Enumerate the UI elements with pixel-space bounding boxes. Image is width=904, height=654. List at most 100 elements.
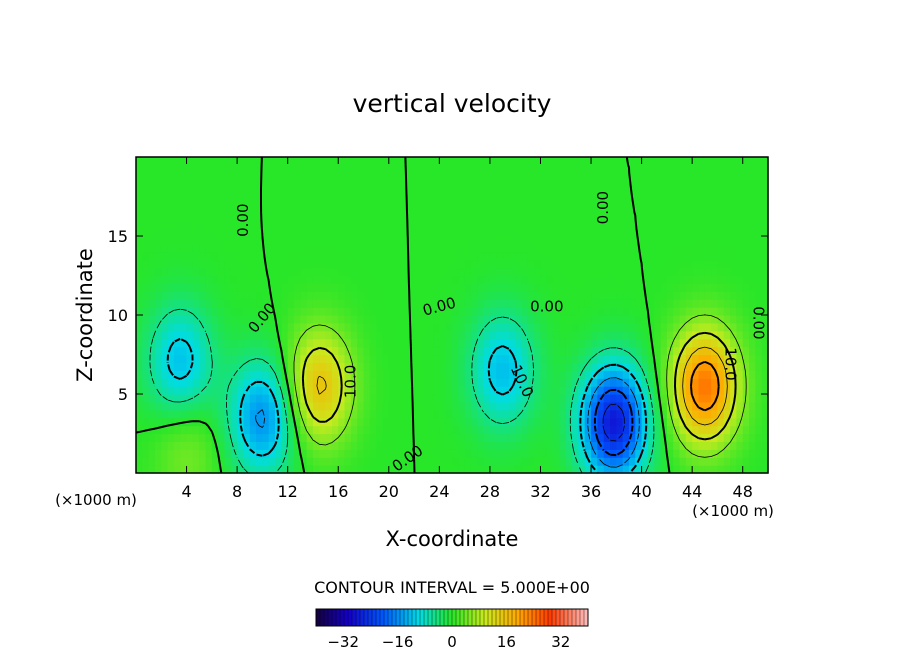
field-cell bbox=[294, 417, 301, 427]
field-cell bbox=[502, 330, 510, 340]
field-cell bbox=[534, 315, 542, 324]
field-cell bbox=[186, 457, 194, 466]
field-cell bbox=[395, 196, 403, 205]
field-cell bbox=[426, 228, 434, 237]
field-cell bbox=[331, 386, 339, 395]
field-cell bbox=[464, 307, 472, 316]
field-cell bbox=[717, 188, 725, 198]
field-cell bbox=[647, 386, 655, 395]
field-cell bbox=[565, 188, 573, 198]
field-cell bbox=[357, 433, 365, 442]
field-cell bbox=[521, 465, 529, 474]
field-cell bbox=[749, 307, 756, 316]
field-cell bbox=[331, 267, 339, 277]
field-cell bbox=[300, 417, 308, 427]
field-cell bbox=[578, 465, 586, 474]
field-cell bbox=[666, 157, 674, 166]
field-cell bbox=[243, 378, 251, 387]
field-cell bbox=[142, 465, 150, 474]
field-cell bbox=[180, 441, 188, 450]
field-cell bbox=[534, 362, 542, 371]
field-cell bbox=[521, 228, 529, 237]
x-tick-label: 36 bbox=[581, 482, 601, 501]
field-cell bbox=[616, 330, 624, 340]
field-cell bbox=[426, 362, 434, 371]
field-cell bbox=[439, 441, 447, 450]
field-cell bbox=[704, 441, 712, 450]
field-cell bbox=[268, 259, 276, 269]
field-cell bbox=[205, 457, 213, 466]
field-cell bbox=[692, 425, 700, 435]
field-cell bbox=[591, 401, 598, 411]
field-cell bbox=[628, 315, 636, 324]
field-cell bbox=[717, 441, 725, 450]
field-cell bbox=[698, 212, 706, 221]
field-cell bbox=[243, 275, 251, 284]
field-cell bbox=[723, 401, 731, 411]
field-cell bbox=[401, 212, 409, 221]
field-cell bbox=[565, 449, 573, 458]
field-cell bbox=[136, 204, 143, 213]
field-cell bbox=[730, 386, 737, 395]
field-cell bbox=[338, 275, 346, 284]
field-cell bbox=[660, 267, 668, 277]
field-cell bbox=[565, 465, 573, 474]
field-cell bbox=[237, 251, 245, 261]
field-cell bbox=[635, 417, 643, 427]
field-cell bbox=[218, 236, 226, 245]
field-cell bbox=[357, 465, 365, 474]
field-cell bbox=[167, 354, 175, 363]
field-cell bbox=[426, 172, 434, 182]
field-cell bbox=[439, 204, 447, 213]
field-cell bbox=[622, 291, 630, 300]
field-cell bbox=[281, 212, 289, 221]
field-cell bbox=[489, 251, 497, 261]
field-cell bbox=[205, 204, 213, 213]
field-cell bbox=[249, 394, 257, 403]
field-cell bbox=[325, 457, 333, 466]
field-cell bbox=[275, 315, 282, 324]
field-cell bbox=[433, 433, 440, 442]
field-cell bbox=[363, 188, 371, 198]
field-cell bbox=[534, 259, 542, 269]
field-cell bbox=[439, 220, 447, 229]
field-cell bbox=[319, 401, 327, 411]
field-cell bbox=[395, 267, 403, 277]
field-cell bbox=[742, 441, 750, 450]
field-cell bbox=[723, 330, 731, 340]
field-cell bbox=[414, 157, 421, 166]
field-cell bbox=[717, 275, 725, 284]
field-cell bbox=[755, 196, 763, 205]
field-cell bbox=[603, 409, 611, 419]
field-cell bbox=[136, 236, 143, 245]
field-cell bbox=[319, 433, 327, 442]
field-cell bbox=[730, 220, 737, 229]
field-cell bbox=[161, 346, 169, 356]
field-cell bbox=[610, 465, 617, 474]
field-cell bbox=[230, 299, 238, 308]
field-cell bbox=[218, 401, 226, 411]
field-cell bbox=[647, 188, 655, 198]
field-cell bbox=[553, 370, 561, 379]
field-cell bbox=[395, 457, 403, 466]
field-cell bbox=[369, 243, 377, 253]
colorbar-swatch bbox=[551, 608, 557, 627]
field-cell bbox=[521, 220, 529, 229]
field-cell bbox=[502, 267, 510, 277]
field-cell bbox=[565, 228, 573, 237]
field-cell bbox=[534, 307, 542, 316]
field-cell bbox=[142, 164, 150, 174]
field-cell bbox=[331, 275, 339, 284]
field-cell bbox=[433, 204, 440, 213]
field-cell bbox=[192, 370, 200, 379]
field-cell bbox=[268, 164, 276, 174]
field-cell bbox=[635, 433, 643, 442]
field-cell bbox=[249, 378, 257, 387]
field-cell bbox=[218, 386, 226, 395]
field-cell bbox=[654, 204, 662, 213]
field-cell bbox=[527, 228, 535, 237]
field-cell bbox=[647, 409, 655, 419]
field-cell bbox=[376, 291, 384, 300]
field-cell bbox=[742, 283, 750, 292]
field-cell bbox=[401, 228, 409, 237]
